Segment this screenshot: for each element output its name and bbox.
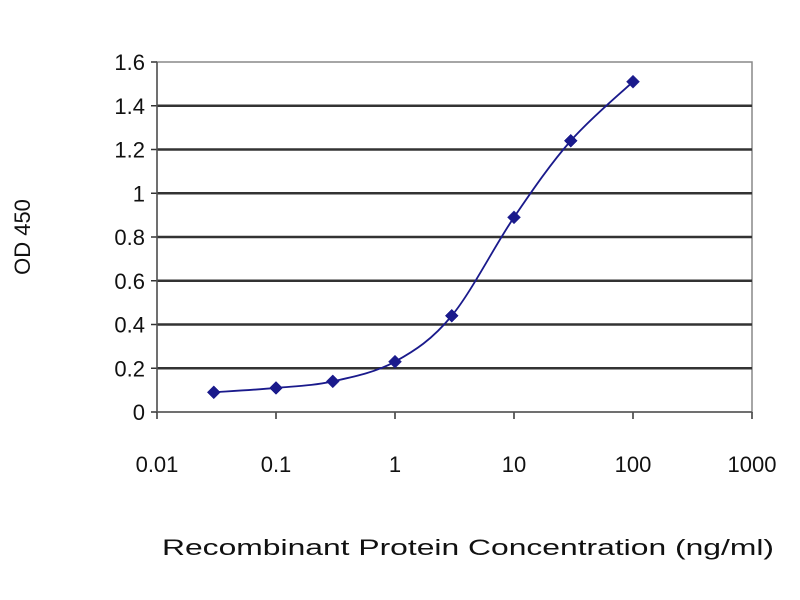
gridlines bbox=[157, 104, 752, 370]
x-tick-label: 0.01 bbox=[136, 452, 179, 477]
data-point bbox=[206, 385, 221, 400]
x-tick-label: 1000 bbox=[728, 452, 777, 477]
x-axis-title: Recombinant Protein Concentration (ng/ml… bbox=[162, 535, 774, 560]
x-tick-label: 10 bbox=[502, 452, 526, 477]
y-tick-label: 0.6 bbox=[114, 269, 145, 294]
y-tick-label: 1.6 bbox=[114, 50, 145, 75]
y-tick-label: 0.8 bbox=[114, 225, 145, 250]
y-tick-label: 0.2 bbox=[114, 356, 145, 381]
series-points bbox=[206, 74, 640, 400]
data-point bbox=[388, 354, 402, 369]
y-tick-label: 0.4 bbox=[114, 313, 145, 338]
y-tick-labels: 0 0.2 0.4 0.6 0.8 1 1.2 1.4 1.6 bbox=[114, 50, 145, 425]
y-tick-label: 1.2 bbox=[114, 138, 145, 163]
data-point bbox=[269, 381, 283, 395]
data-point bbox=[444, 308, 459, 323]
data-point bbox=[563, 133, 578, 148]
data-point bbox=[507, 210, 521, 225]
y-tick-label: 1 bbox=[133, 181, 145, 206]
x-tick-labels: 0.01 0.1 1 10 100 1000 bbox=[136, 452, 777, 477]
axes bbox=[151, 61, 753, 419]
data-point bbox=[325, 374, 340, 389]
x-tick-label: 1 bbox=[389, 452, 401, 477]
x-tick-label: 0.1 bbox=[261, 452, 292, 477]
y-tick-label: 0 bbox=[133, 400, 145, 425]
data-point bbox=[626, 74, 640, 89]
y-tick-label: 1.4 bbox=[114, 94, 145, 119]
x-tick-label: 100 bbox=[615, 452, 652, 477]
y-axis-title: OD 450 bbox=[10, 199, 35, 275]
